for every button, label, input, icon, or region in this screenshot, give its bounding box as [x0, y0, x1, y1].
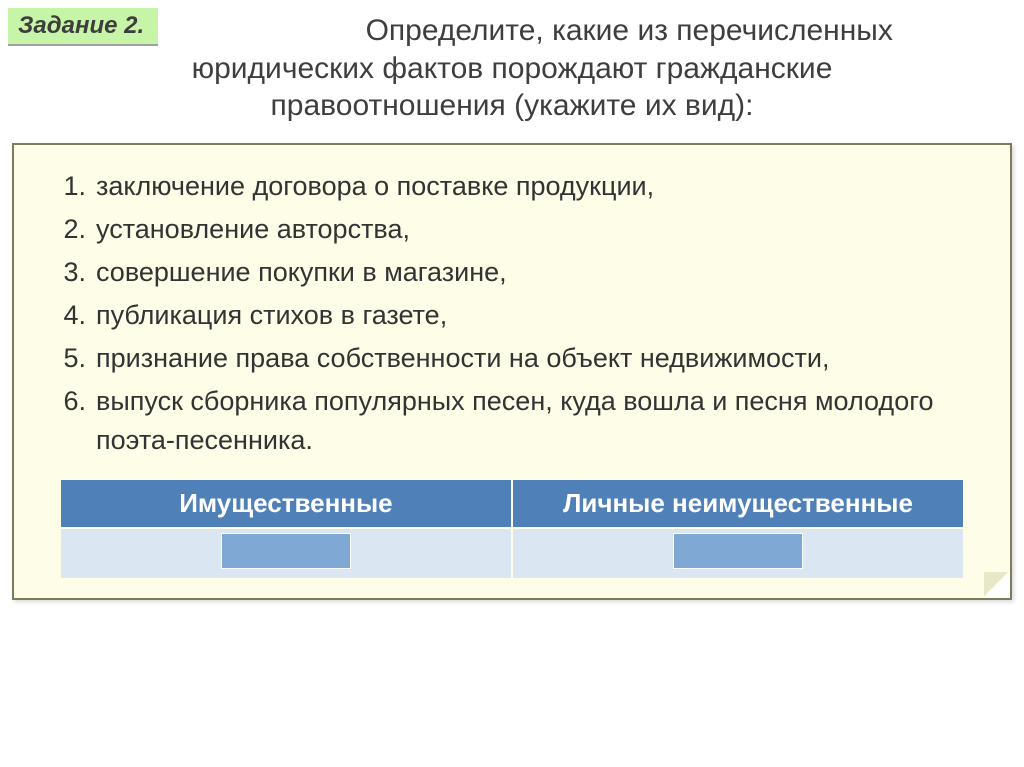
- header-text: Личные неимущественные: [563, 488, 913, 518]
- list-item-text: признание права собственности на объект …: [96, 343, 830, 373]
- title-line-1: Определите, какие из перечисленных: [366, 14, 893, 47]
- content-panel: заключение договора о поставке продукции…: [12, 143, 1012, 601]
- list-item: совершение покупки в магазине,: [40, 253, 984, 292]
- table-header-cell: Имущественные: [61, 480, 511, 527]
- list-item-text: совершение покупки в магазине,: [96, 257, 507, 287]
- answer-slot[interactable]: [673, 533, 803, 569]
- answer-slot[interactable]: [221, 533, 351, 569]
- task-badge-label: Задание 2.: [18, 12, 144, 39]
- table-row: [61, 529, 963, 578]
- task-badge: Задание 2.: [8, 8, 158, 46]
- facts-list: заключение договора о поставке продукции…: [40, 167, 984, 461]
- title-line-2: юридических фактов порождают гражданские: [192, 52, 833, 85]
- table-header-cell: Личные неимущественные: [513, 480, 963, 527]
- category-table: Имущественные Личные неимущественные: [59, 478, 965, 580]
- list-item-text: публикация стихов в газете,: [96, 300, 447, 330]
- list-item: установление авторства,: [40, 210, 984, 249]
- list-item: признание права собственности на объект …: [40, 339, 984, 378]
- header-text: Имущественные: [179, 488, 392, 518]
- list-item: выпуск сборника популярных песен, куда в…: [40, 382, 984, 460]
- title-line-3: правоотношения (укажите их вид):: [271, 89, 754, 122]
- list-item: заключение договора о поставке продукции…: [40, 167, 984, 206]
- list-item-text: установление авторства,: [96, 214, 410, 244]
- table-cell: [61, 529, 511, 578]
- list-item-text: выпуск сборника популярных песен, куда в…: [96, 386, 933, 455]
- table-cell: [513, 529, 963, 578]
- list-item-text: заключение договора о поставке продукции…: [96, 171, 654, 201]
- table-header-row: Имущественные Личные неимущественные: [61, 480, 963, 527]
- list-item: публикация стихов в газете,: [40, 296, 984, 335]
